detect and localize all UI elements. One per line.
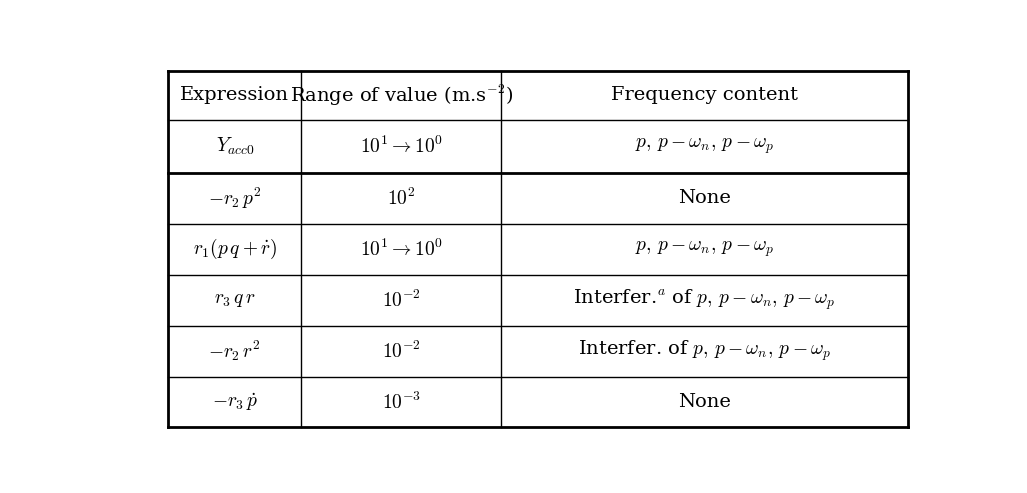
Text: $10^{1} \rightarrow 10^{0}$: $10^{1} \rightarrow 10^{0}$ (359, 136, 443, 157)
Text: $r_3\, q\, r$: $r_3\, q\, r$ (214, 291, 256, 309)
Text: $10^{1} \rightarrow 10^{0}$: $10^{1} \rightarrow 10^{0}$ (359, 239, 443, 260)
Text: Interfer. of $p,\, p - \omega_n,\, p - \omega_p$: Interfer. of $p,\, p - \omega_n,\, p - \… (578, 339, 832, 363)
Text: None: None (679, 393, 731, 411)
Text: $Y_{acc0}$: $Y_{acc0}$ (216, 136, 254, 157)
Text: $r_1(p\,q + \dot{r})$: $r_1(p\,q + \dot{r})$ (193, 237, 277, 261)
Text: $-r_3\, \dot{p}$: $-r_3\, \dot{p}$ (212, 391, 258, 413)
Text: Interfer.$^{a}$ of $p,\, p - \omega_n,\, p - \omega_p$: Interfer.$^{a}$ of $p,\, p - \omega_n,\,… (573, 288, 836, 313)
Text: Expression: Expression (181, 86, 290, 104)
Text: $10^{2}$: $10^{2}$ (387, 188, 416, 209)
Text: $-r_2\, r^2$: $-r_2\, r^2$ (208, 339, 261, 363)
Text: $10^{-3}$: $10^{-3}$ (382, 391, 421, 413)
Text: $10^{-2}$: $10^{-2}$ (382, 289, 421, 311)
Text: $10^{-2}$: $10^{-2}$ (382, 341, 421, 362)
Text: $p,\, p - \omega_n,\, p - \omega_p$: $p,\, p - \omega_n,\, p - \omega_p$ (635, 240, 774, 259)
Text: $-r_2\, p^2$: $-r_2\, p^2$ (207, 186, 262, 211)
Text: $p,\, p - \omega_n,\, p - \omega_p$: $p,\, p - \omega_n,\, p - \omega_p$ (635, 137, 774, 156)
Text: Frequency content: Frequency content (611, 86, 798, 104)
Text: Range of value (m.s$^{-2}$): Range of value (m.s$^{-2}$) (290, 83, 512, 108)
Text: None: None (679, 189, 731, 208)
